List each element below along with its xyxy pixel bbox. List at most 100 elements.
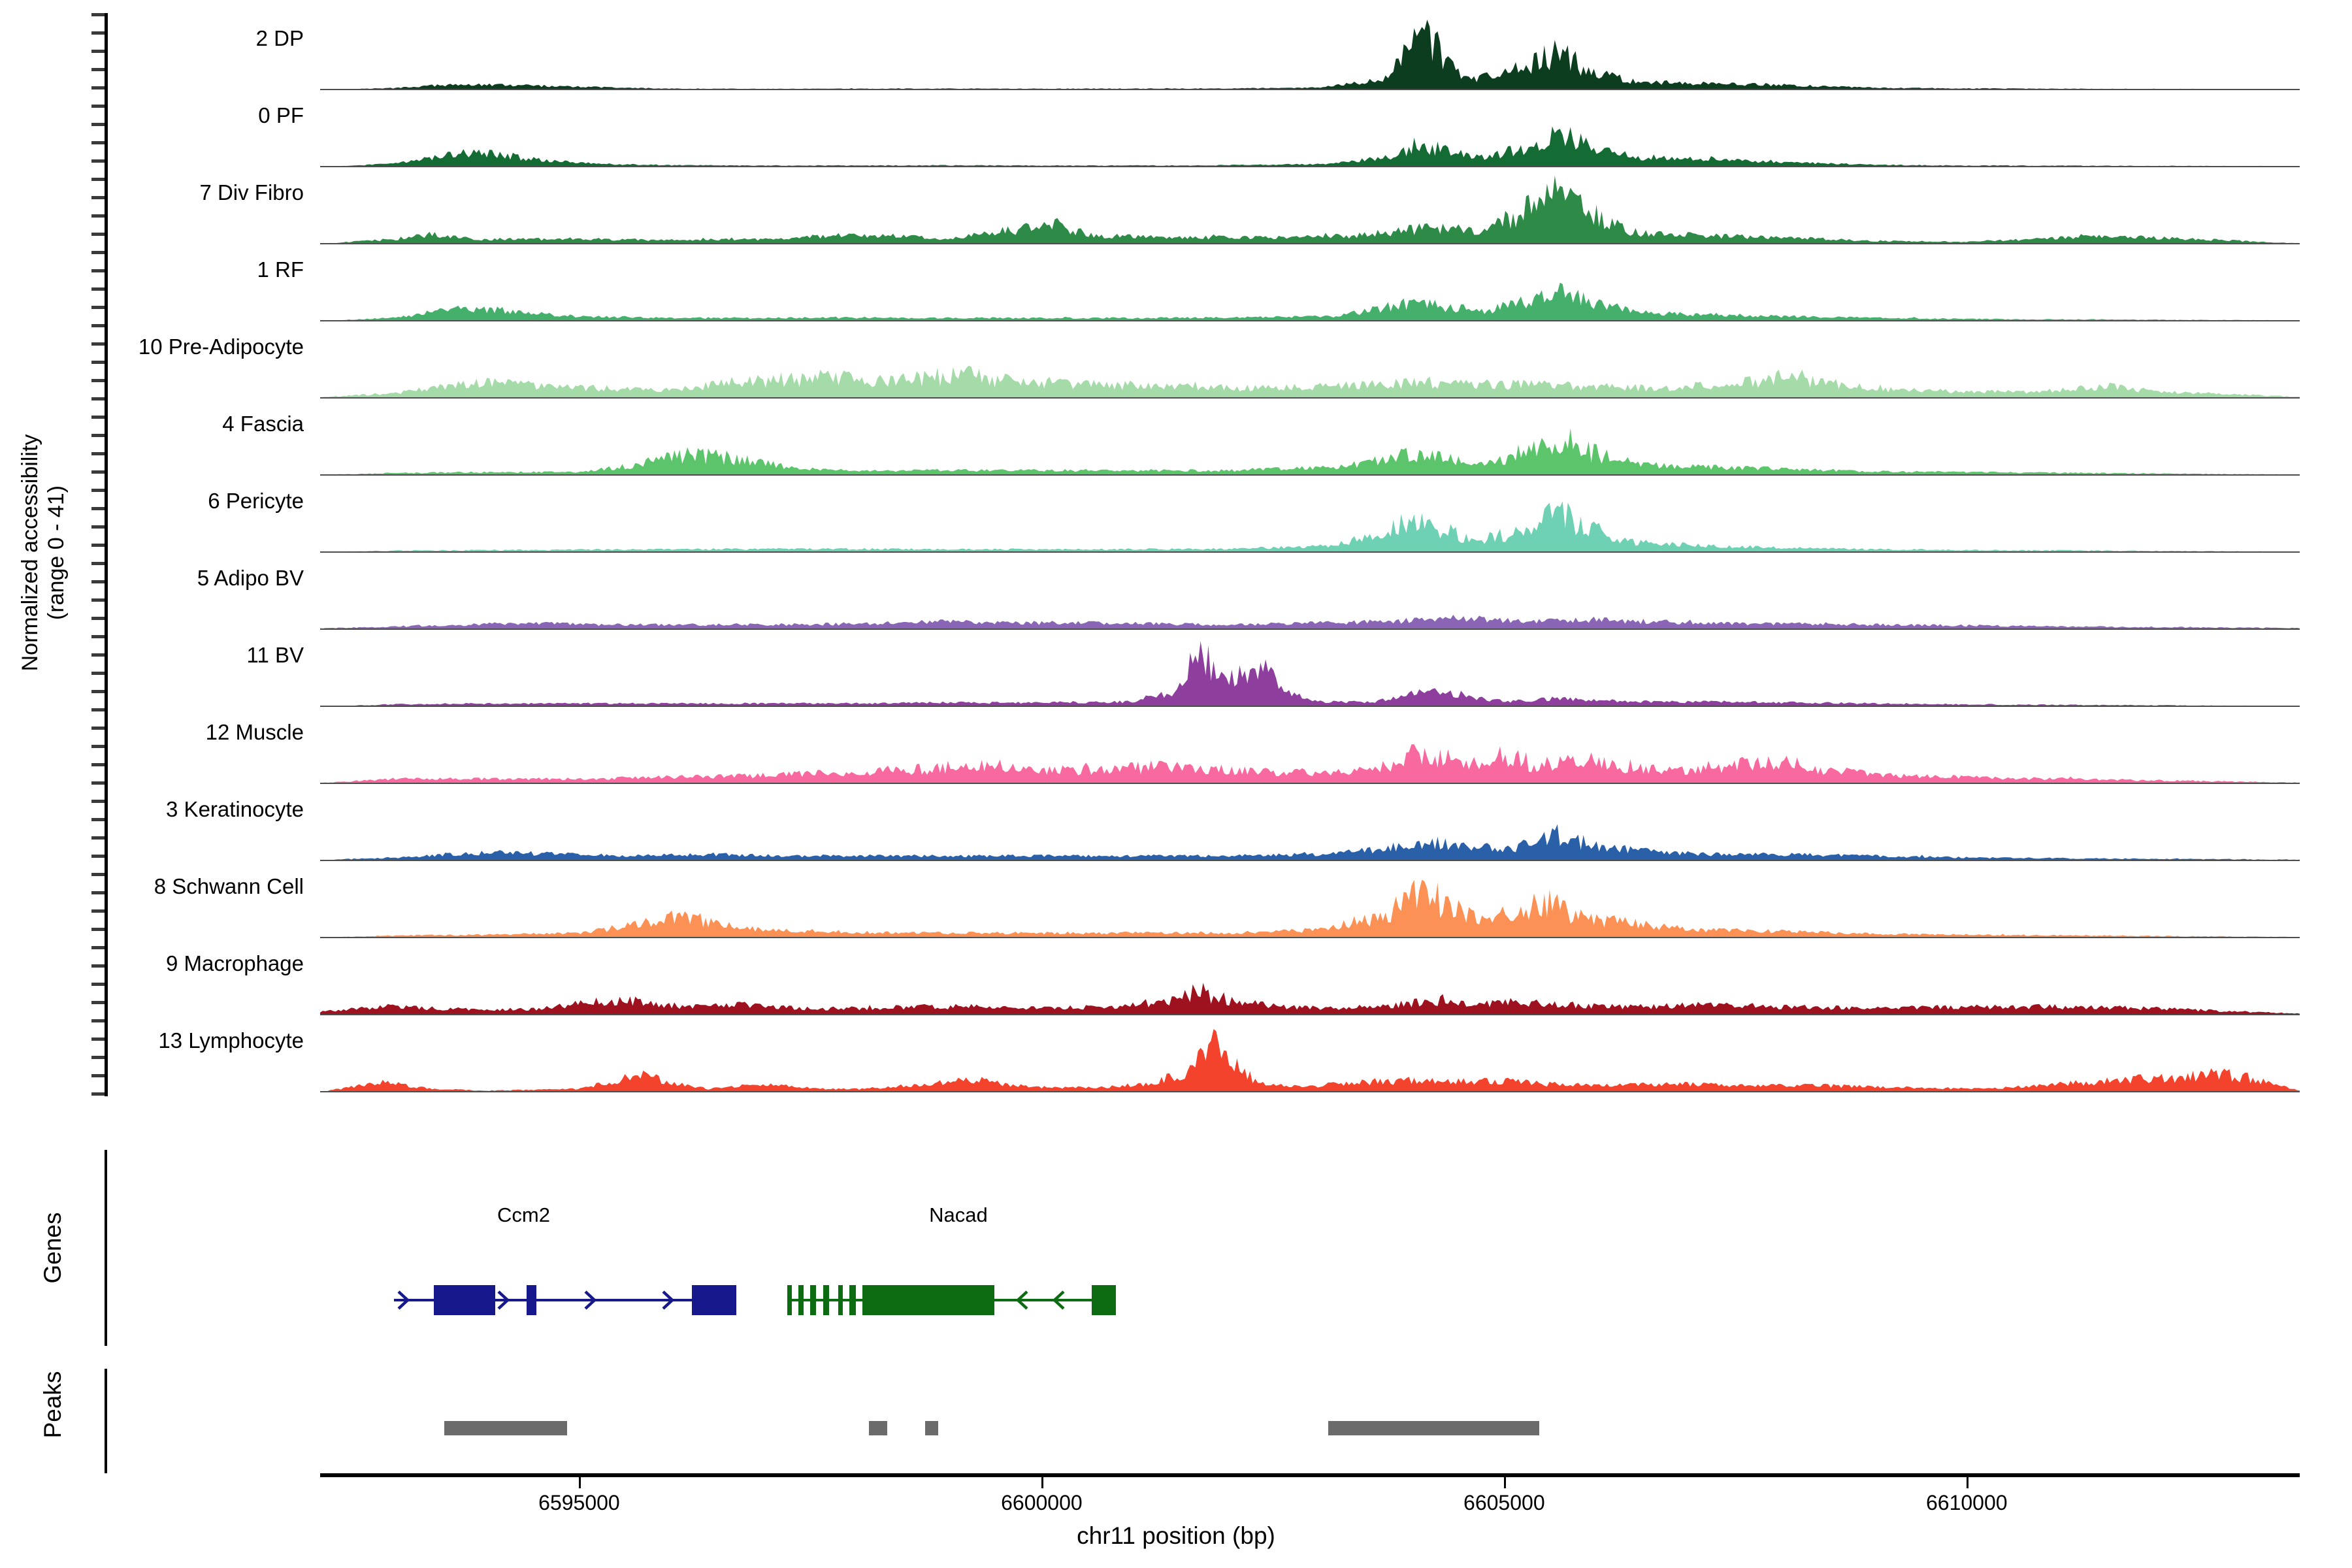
coverage-trace <box>320 744 2300 784</box>
gene-name-label: Nacad <box>929 1203 988 1226</box>
axis-tick <box>91 891 105 894</box>
x-axis-tick <box>1504 1477 1507 1488</box>
track-label: 12 Muscle <box>205 720 304 744</box>
axis-tick <box>91 672 105 675</box>
gene-exon <box>798 1285 804 1315</box>
gene-exon <box>787 1285 792 1315</box>
track-baseline <box>320 1091 2300 1092</box>
y-axis-label-line2: (range 0 - 41) <box>44 485 69 620</box>
axis-tick <box>91 598 105 602</box>
track-baseline <box>320 320 2300 321</box>
coverage-track <box>320 321 2300 399</box>
coverage-track <box>320 630 2300 707</box>
axis-tick <box>91 489 105 492</box>
coverage-trace <box>320 615 2300 630</box>
coverage-trace <box>320 175 2300 244</box>
peak-region <box>444 1421 568 1435</box>
axis-tick <box>91 580 105 583</box>
x-axis-title: chr11 position (bp) <box>1077 1522 1275 1549</box>
track-baseline <box>320 783 2300 784</box>
axis-tick <box>91 745 105 748</box>
track-label: 0 PF <box>258 103 304 127</box>
axis-tick <box>91 123 105 126</box>
axis-tick <box>91 928 105 931</box>
axis-tick <box>91 105 105 108</box>
track-label: 4 Fascia <box>222 412 304 436</box>
coverage-trace <box>320 501 2300 553</box>
x-axis-tick <box>579 1477 581 1488</box>
peak-regions <box>320 1421 2300 1441</box>
gene-strand-arrow-right <box>397 1290 410 1310</box>
gene-exon <box>849 1285 856 1315</box>
track-label: 8 Schwann Cell <box>154 874 304 898</box>
axis-tick <box>91 50 105 53</box>
axis-tick <box>91 287 105 291</box>
genes-axis-bar <box>105 1150 107 1346</box>
track-baseline <box>320 89 2300 90</box>
track-label: 5 Adipo BV <box>197 566 304 590</box>
axis-tick <box>91 342 105 346</box>
coverage-trace <box>320 983 2300 1015</box>
axis-tick <box>91 727 105 730</box>
gene-strand-arrow-left <box>1052 1290 1065 1310</box>
peak-region <box>868 1421 887 1435</box>
track-baseline <box>320 551 2300 553</box>
coverage-track <box>320 1015 2300 1092</box>
track-baseline <box>320 860 2300 861</box>
track-baseline <box>320 1014 2300 1015</box>
gene-strand-arrow-right <box>584 1290 597 1310</box>
axis-tick <box>91 269 105 272</box>
track-label: 10 Pre-Adipocyte <box>138 335 304 359</box>
axis-tick <box>91 818 105 821</box>
track-label: 11 BV <box>246 643 304 667</box>
axis-tick <box>91 983 105 986</box>
axis-tick <box>91 68 105 71</box>
coverage-track <box>320 861 2300 938</box>
axis-tick <box>91 178 105 181</box>
coverage-trace <box>320 20 2300 90</box>
track-label: 1 RF <box>257 257 304 282</box>
axis-tick <box>91 470 105 474</box>
axis-tick <box>91 855 105 858</box>
gene-intron-line <box>394 1299 737 1301</box>
tracks-axis-bar <box>105 13 108 1096</box>
axis-tick <box>91 653 105 657</box>
gene-exon <box>692 1285 737 1315</box>
x-axis-tick <box>1967 1477 1969 1488</box>
peak-region <box>1328 1421 1540 1435</box>
gene-name-label: Ccm2 <box>497 1203 550 1226</box>
y-axis-label-line1: Normalized accessibility <box>18 434 42 672</box>
gene-strand-arrow-right <box>497 1290 510 1310</box>
axis-tick <box>91 306 105 309</box>
axis-tick <box>91 1056 105 1059</box>
axis-tick <box>91 1019 105 1022</box>
axis-tick <box>91 452 105 455</box>
gene-strand-arrow-right <box>662 1290 675 1310</box>
axis-tick <box>91 379 105 382</box>
axis-tick <box>91 781 105 785</box>
axis-tick <box>91 434 105 437</box>
axis-tick <box>91 836 105 840</box>
coverage-tracks <box>320 13 2300 1094</box>
coverage-track <box>320 399 2300 476</box>
y-axis-label: Normalized accessibility (range 0 - 41) <box>17 13 69 1092</box>
x-axis-tick <box>1041 1477 1044 1488</box>
track-baseline <box>320 243 2300 244</box>
axis-tick <box>91 1037 105 1041</box>
coverage-trace <box>320 1029 2300 1092</box>
x-axis-tick-label: 6600000 <box>1001 1491 1083 1514</box>
axis-tick <box>91 1001 105 1004</box>
axis-tick <box>91 635 105 638</box>
coverage-track <box>320 13 2300 90</box>
gene-exon <box>1091 1285 1116 1315</box>
axis-tick <box>91 196 105 199</box>
axis-tick <box>91 617 105 620</box>
axis-tick <box>91 800 105 803</box>
track-label: 9 Macrophage <box>166 951 304 975</box>
axis-tick <box>91 31 105 35</box>
gene-exon <box>434 1285 495 1315</box>
track-label: 2 DP <box>255 26 304 50</box>
gene-models: Ccm2 Nacad <box>320 1203 2300 1320</box>
coverage-trace <box>320 126 2300 167</box>
track-baseline <box>320 474 2300 476</box>
